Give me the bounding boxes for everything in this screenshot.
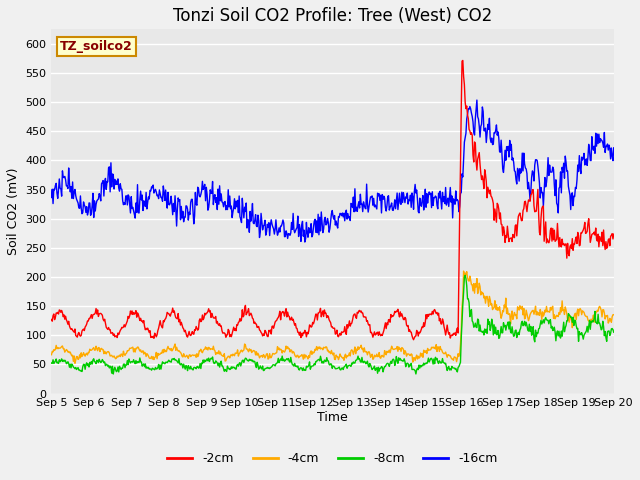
Y-axis label: Soil CO2 (mV): Soil CO2 (mV): [7, 168, 20, 255]
Legend: -2cm, -4cm, -8cm, -16cm: -2cm, -4cm, -8cm, -16cm: [163, 447, 503, 470]
X-axis label: Time: Time: [317, 411, 348, 424]
Text: TZ_soilco2: TZ_soilco2: [60, 40, 132, 53]
Title: Tonzi Soil CO2 Profile: Tree (West) CO2: Tonzi Soil CO2 Profile: Tree (West) CO2: [173, 7, 492, 25]
